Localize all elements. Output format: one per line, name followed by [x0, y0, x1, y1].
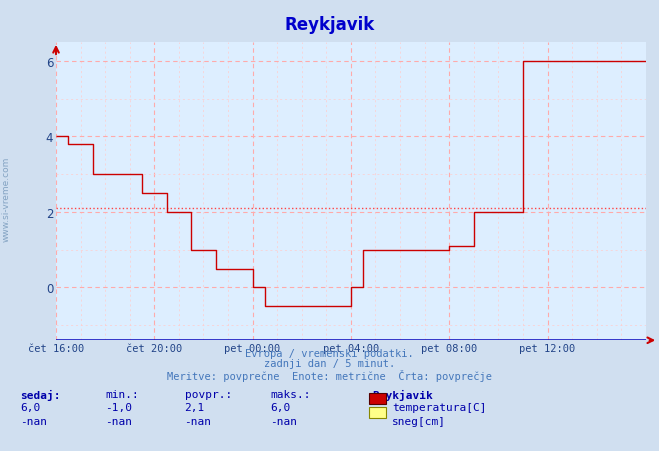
Text: sedaj:: sedaj:: [20, 389, 60, 400]
Text: maks.:: maks.:: [270, 389, 310, 399]
Text: -nan: -nan: [270, 416, 297, 426]
Text: -nan: -nan: [20, 416, 47, 426]
Text: -1,0: -1,0: [105, 402, 132, 412]
Text: Reykjavik: Reykjavik: [372, 389, 433, 400]
Text: 6,0: 6,0: [270, 402, 291, 412]
Text: temperatura[C]: temperatura[C]: [392, 402, 486, 412]
Text: 6,0: 6,0: [20, 402, 40, 412]
Text: povpr.:: povpr.:: [185, 389, 232, 399]
Text: Evropa / vremenski podatki.: Evropa / vremenski podatki.: [245, 348, 414, 358]
Text: Reykjavik: Reykjavik: [285, 16, 374, 34]
Text: -nan: -nan: [105, 416, 132, 426]
Text: www.si-vreme.com: www.si-vreme.com: [2, 156, 11, 241]
Text: sneg[cm]: sneg[cm]: [392, 416, 446, 426]
Text: Meritve: povprečne  Enote: metrične  Črta: povprečje: Meritve: povprečne Enote: metrične Črta:…: [167, 369, 492, 381]
Text: 2,1: 2,1: [185, 402, 205, 412]
Text: -nan: -nan: [185, 416, 212, 426]
Text: zadnji dan / 5 minut.: zadnji dan / 5 minut.: [264, 359, 395, 368]
Text: min.:: min.:: [105, 389, 139, 399]
